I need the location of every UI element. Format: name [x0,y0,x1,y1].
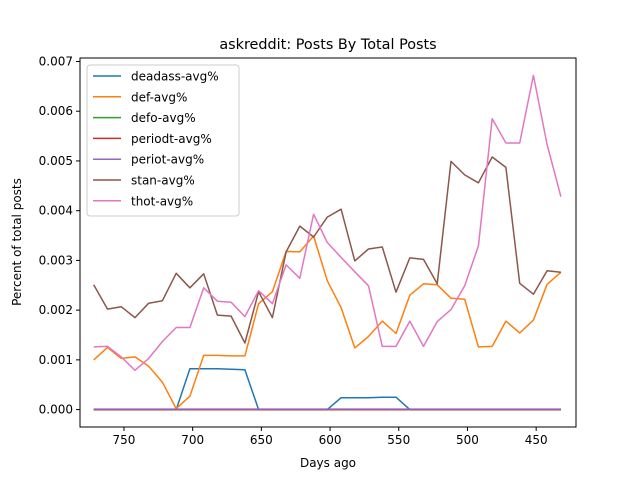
legend-entry: periodt-avg% [131,132,212,146]
legend: deadass-avg% def-avg% defo-avg% periodt-avg… [86,64,240,217]
y-tick-label: 0.002 [39,303,73,317]
legend-entry: thot-avg% [131,194,193,208]
x-tick-label: 750 [113,433,136,447]
y-tick-label: 0.000 [39,403,73,417]
legend-entry: periot-avg% [131,153,204,167]
series-line-def-avg [93,235,562,410]
y-axis: 0.000 0.001 0.002 0.003 0.004 0.005 0.006 0.007 [39,54,80,417]
x-tick-label: 450 [525,433,548,447]
y-tick-label: 0.005 [39,154,73,168]
legend-entry: defo-avg% [131,111,196,125]
x-axis: 750 700 650 600 550 500 450 [113,427,548,447]
y-tick-label: 0.001 [39,353,73,367]
legend-frame [86,64,240,217]
y-tick-label: 0.004 [39,204,73,218]
y-tick-label: 0.003 [39,253,73,267]
legend-entry: deadass-avg% [131,70,219,84]
series-line-stan-avg [93,156,561,344]
legend-entry: def-avg% [131,90,187,104]
x-tick-label: 650 [250,433,273,447]
x-tick-label: 700 [181,433,204,447]
y-axis-label: Percent of total posts [10,178,24,306]
y-tick-label: 0.007 [39,54,73,68]
series-lines [93,74,562,411]
x-tick-label: 500 [456,433,479,447]
series-line-thot-avg [93,74,562,372]
x-tick-label: 550 [387,433,410,447]
x-axis-label: Days ago [300,456,356,470]
chart-title: askreddit: Posts By Total Posts [219,37,436,53]
legend-entry: stan-avg% [131,174,195,188]
x-tick-label: 600 [319,433,342,447]
y-tick-label: 0.006 [39,104,73,118]
